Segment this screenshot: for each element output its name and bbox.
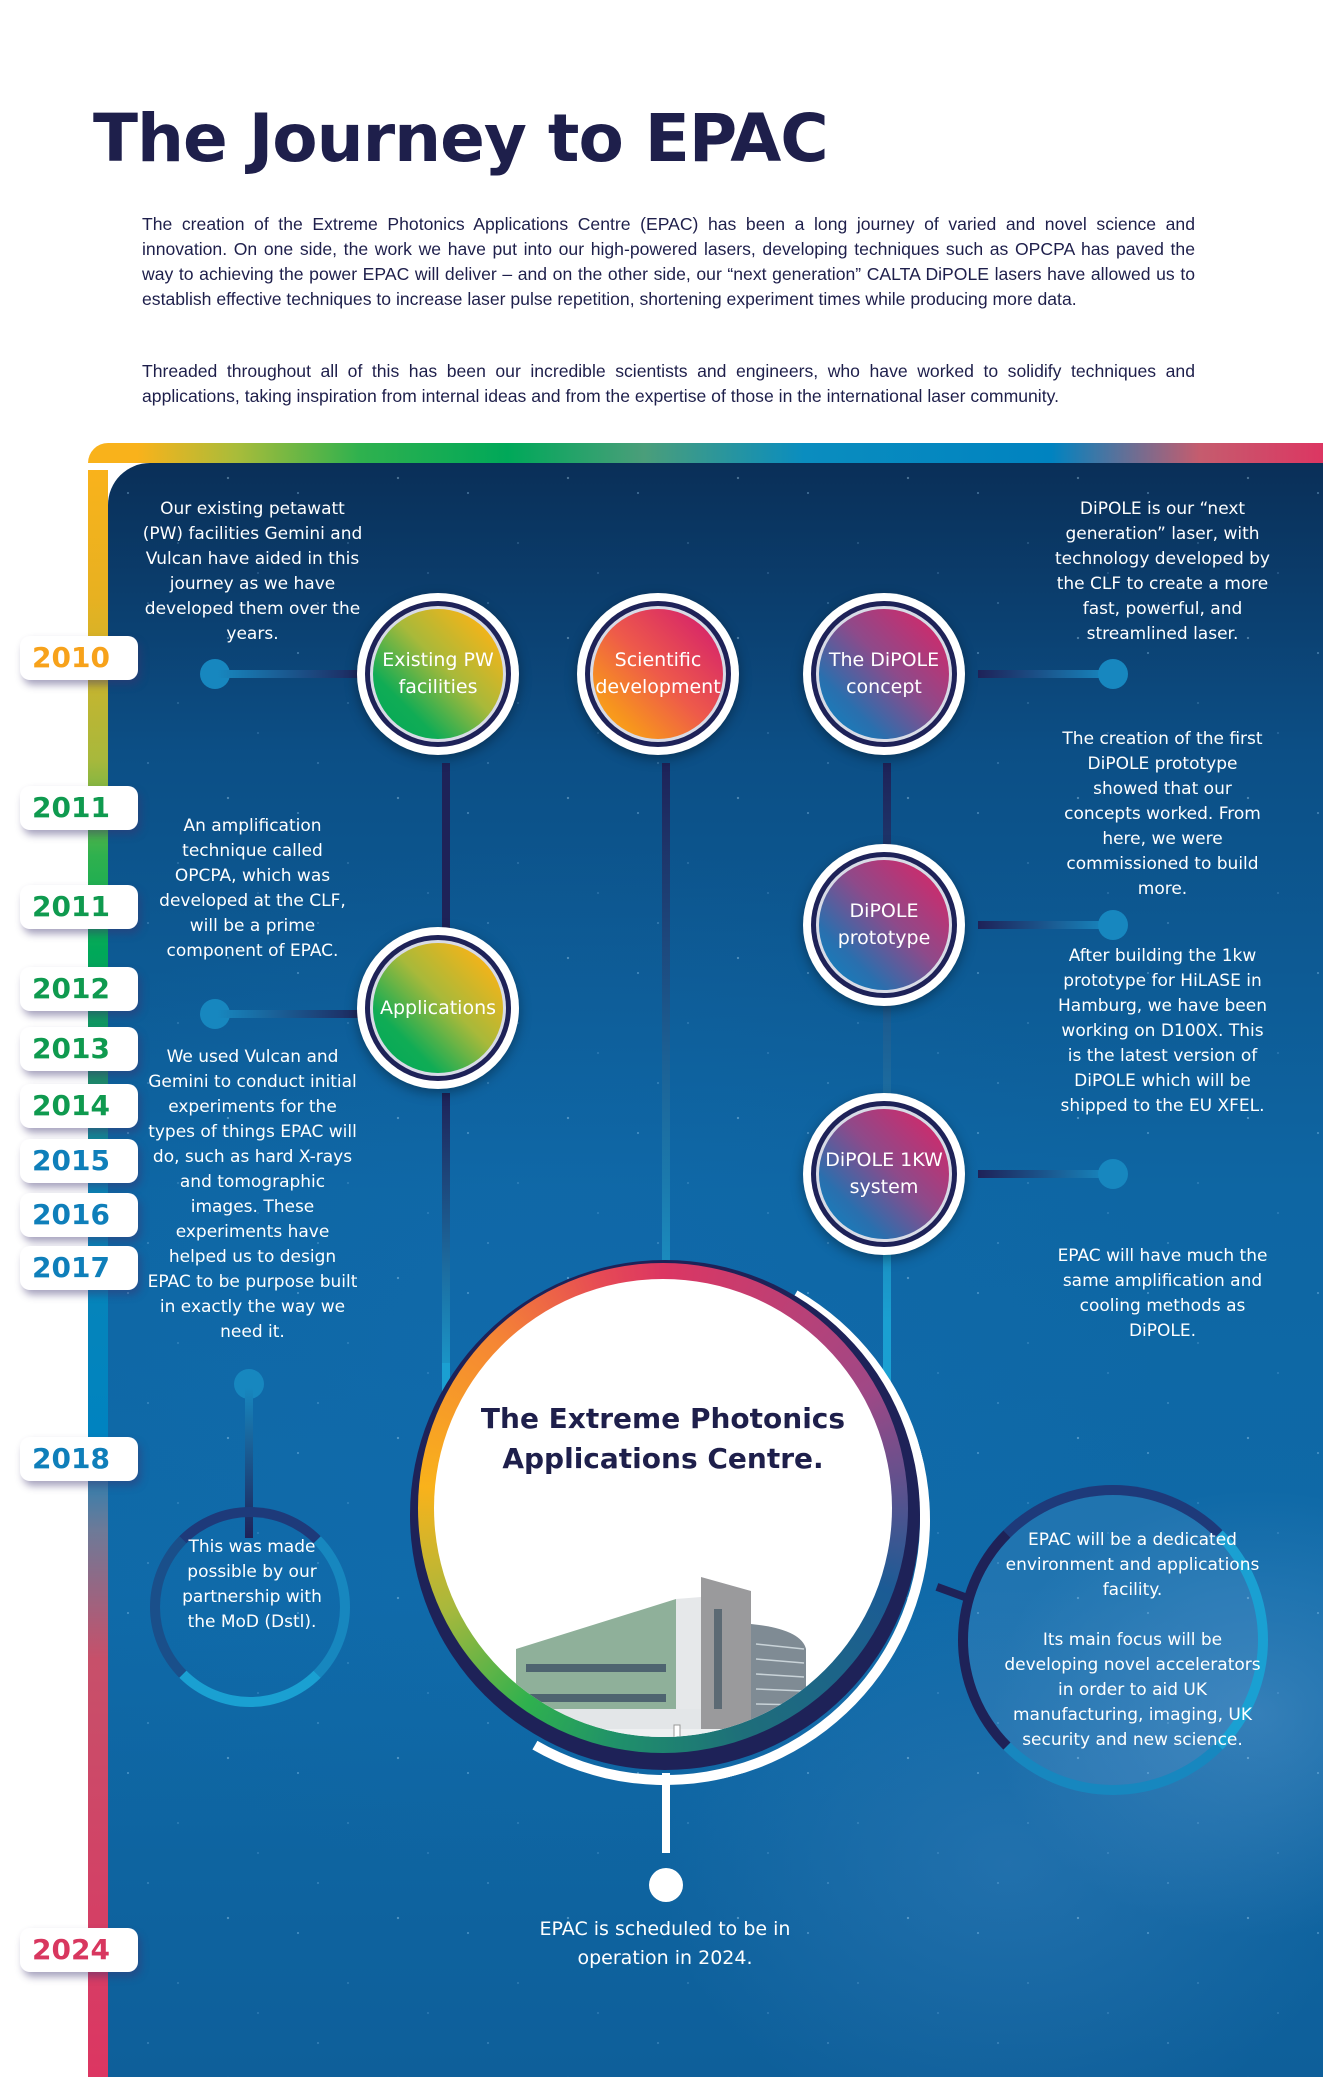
- year-label: 2013: [32, 1032, 110, 1065]
- intro-paragraph-1: The creation of the Extreme Photonics Ap…: [142, 214, 1195, 309]
- year-tag-2010: 2010: [20, 636, 138, 680]
- desc-mod-partnership: This was made possible by our partnershi…: [182, 1537, 322, 1632]
- node-label: The DiPOLE concept: [819, 609, 949, 739]
- node-dipole-concept: The DiPOLE concept: [803, 593, 965, 755]
- connector-line-dipole-prototype: [978, 921, 1108, 929]
- connector-dot-dipole-prototype: [1098, 910, 1128, 940]
- desc-facility-2: Its main focus will be developing novel …: [1004, 1630, 1261, 1750]
- epac-building-illustration: [516, 1577, 816, 1737]
- year-tag-2011-b: 2011: [20, 885, 138, 929]
- node-label: DiPOLE prototype: [819, 860, 949, 990]
- connector-line-experiments: [245, 1388, 253, 1538]
- desc-dipole-prototype: The creation of the first DiPOLE prototy…: [1062, 729, 1263, 899]
- node-applications: Applications: [357, 927, 519, 1089]
- node-label: Scientific development: [593, 609, 723, 739]
- center-title: The Extreme Photonics Applications Centr…: [480, 1402, 846, 1475]
- connector-line-petawatt: [218, 670, 368, 678]
- year-tag-2024: 2024: [20, 1928, 138, 1972]
- year-tag-2014: 2014: [20, 1084, 138, 1128]
- desc-experiments: We used Vulcan and Gemini to conduct ini…: [147, 1047, 358, 1342]
- desc-dipole-next-gen: DiPOLE is our “next generation” laser, w…: [1055, 499, 1270, 644]
- year-label: 2016: [32, 1198, 110, 1231]
- node-dipole-1kw-system: DiPOLE 1KW system: [803, 1093, 965, 1255]
- node-label: Existing PW facilities: [373, 609, 503, 739]
- node-dipole-prototype: DiPOLE prototype: [803, 844, 965, 1006]
- desc-facility-1: EPAC will be a dedicated environment and…: [1005, 1530, 1260, 1600]
- year-tag-2015: 2015: [20, 1139, 138, 1183]
- year-tag-2018: 2018: [20, 1437, 138, 1481]
- center-epac-circle: The Extreme Photonics Applications Centr…: [434, 1279, 892, 1737]
- year-label: 2018: [32, 1442, 110, 1475]
- connector-dot-dipole-1kw: [1098, 1159, 1128, 1189]
- node-scientific-development: Scientific development: [577, 593, 739, 755]
- spine-dipole: [883, 763, 891, 1323]
- node-label: DiPOLE 1KW system: [819, 1109, 949, 1239]
- connector-line-opcpa: [218, 1010, 368, 1018]
- year-label: 2014: [32, 1089, 110, 1122]
- year-tag-2017: 2017: [20, 1246, 138, 1290]
- connector-dot-2024: [649, 1868, 683, 1902]
- desc-hilase: After building the 1kw prototype for HiL…: [1058, 946, 1267, 1116]
- spine-applications-to-center: [442, 1093, 450, 1393]
- spine-existing-to-applications: [442, 763, 450, 943]
- year-label: 2012: [32, 972, 110, 1005]
- year-label: 2015: [32, 1144, 110, 1177]
- year-label: 2017: [32, 1251, 110, 1284]
- mod-circle: [150, 1507, 350, 1707]
- spine-scientific-to-center: [662, 763, 670, 1363]
- year-tag-2011-a: 2011: [20, 786, 138, 830]
- connector-line-2024: [662, 1773, 670, 1853]
- desc-scheduled-2024: EPAC is scheduled to be in operation in …: [539, 1918, 791, 1969]
- page-title: The Journey to EPAC: [93, 100, 829, 177]
- connector-line-dipole-1kw: [978, 1170, 1108, 1178]
- desc-petawatt: Our existing petawatt (PW) facilities Ge…: [142, 499, 363, 644]
- year-label: 2011: [32, 890, 110, 923]
- year-label: 2010: [32, 641, 110, 674]
- year-label: 2024: [32, 1933, 110, 1966]
- facility-circle: [958, 1485, 1268, 1795]
- intro-paragraph-2: Threaded throughout all of this has been…: [142, 361, 1195, 406]
- gradient-frame-top: [88, 443, 1323, 463]
- connector-line-dipole-concept: [978, 670, 1108, 678]
- desc-same-methods: EPAC will have much the same amplificati…: [1057, 1246, 1268, 1341]
- node-label: Applications: [373, 943, 503, 1073]
- connector-dot-dipole-concept: [1098, 659, 1128, 689]
- year-tag-2012: 2012: [20, 967, 138, 1011]
- year-tag-2013: 2013: [20, 1027, 138, 1071]
- node-existing-pw-facilities: Existing PW facilities: [357, 593, 519, 755]
- desc-opcpa: An amplification technique called OPCPA,…: [159, 816, 346, 961]
- year-tag-2016: 2016: [20, 1193, 138, 1237]
- year-label: 2011: [32, 791, 110, 824]
